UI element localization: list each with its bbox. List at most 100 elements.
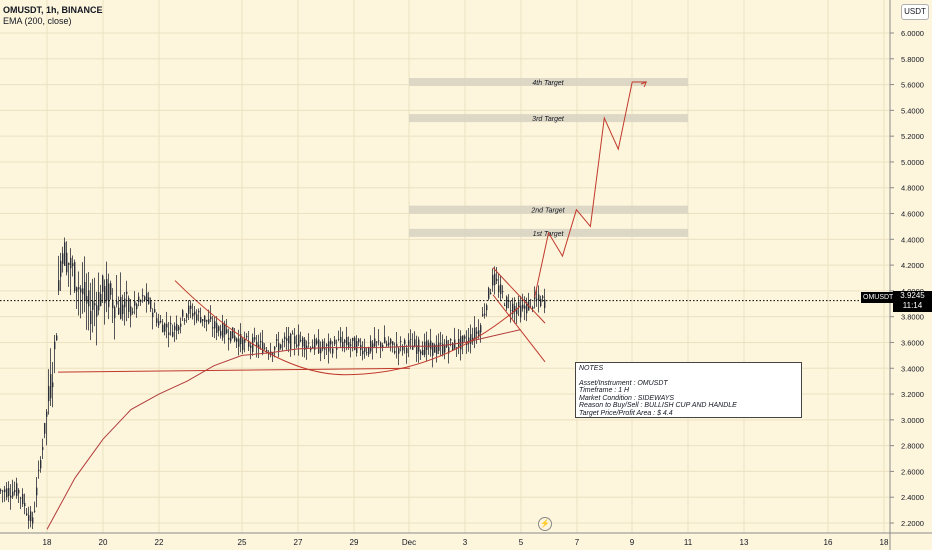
candle-body — [356, 341, 358, 353]
x-tick-label: 13 — [740, 538, 749, 547]
candle-body — [48, 386, 50, 402]
candle-body — [470, 334, 472, 344]
candle-body — [344, 340, 346, 343]
candle-body — [280, 344, 282, 349]
projection-path — [534, 81, 647, 298]
candle-body — [104, 286, 106, 304]
candle-body — [154, 309, 156, 313]
candle-body — [500, 284, 502, 295]
candle-body — [168, 332, 170, 335]
y-tick-label: 4.8000 — [901, 184, 924, 193]
x-tick-label: 29 — [350, 538, 359, 547]
candle-body — [16, 483, 18, 496]
candle-body — [22, 494, 24, 505]
candle-body — [326, 344, 328, 346]
candle-body — [220, 331, 222, 336]
indicator-legend: EMA (200, close) — [3, 16, 72, 26]
candle-body — [390, 339, 392, 344]
candle-body — [518, 301, 520, 308]
candle-body — [110, 283, 112, 295]
candle-body — [270, 351, 272, 356]
candle-body — [224, 323, 226, 335]
candle-body — [352, 338, 354, 342]
candle-body — [30, 511, 32, 522]
candle-body — [258, 344, 260, 349]
candle-body — [148, 297, 150, 304]
candle-body — [294, 336, 296, 345]
candle-body — [286, 338, 288, 341]
candle-body — [504, 304, 506, 306]
y-tick-label: 3.4000 — [901, 364, 924, 373]
candle-body — [522, 304, 524, 309]
lightning-icon[interactable]: ⚡ — [538, 517, 552, 531]
candle-body — [212, 327, 214, 329]
candle-body — [422, 349, 424, 356]
x-tick-label: 27 — [294, 538, 303, 547]
candle-body — [98, 292, 100, 311]
candle-body — [250, 345, 252, 348]
candle-body — [164, 323, 166, 332]
candle-body — [26, 513, 28, 515]
candle-body — [398, 348, 400, 354]
candle-body — [78, 287, 80, 290]
candle-body — [342, 341, 344, 348]
candle-body — [254, 337, 256, 340]
target-label: 3rd Target — [532, 116, 565, 123]
candle-body — [134, 300, 136, 306]
candle-body — [240, 334, 242, 345]
candle-body — [174, 326, 176, 331]
y-tick-label: 5.2000 — [901, 132, 924, 141]
candle-body — [166, 323, 168, 328]
candle-body — [372, 343, 374, 348]
notes-line: Market Condition : SIDEWAYS — [579, 394, 675, 402]
candle-body — [464, 336, 466, 339]
candle-body — [358, 339, 360, 343]
candle-body — [76, 287, 78, 292]
candle-body — [198, 310, 200, 313]
candle-body — [6, 488, 8, 498]
candle-body — [236, 338, 238, 342]
candle-body — [244, 338, 246, 343]
candle-body — [404, 340, 406, 345]
notes-box[interactable]: NOTES Asset/Instrument : OMUSDT Timefram… — [575, 362, 802, 418]
candle-body — [544, 299, 546, 308]
candle-body — [510, 310, 512, 312]
candle-body — [376, 341, 378, 343]
candle-body — [306, 345, 308, 349]
candle-body — [418, 339, 420, 352]
x-tick-label: 5 — [519, 538, 524, 547]
candle-body — [2, 490, 4, 492]
target-zone — [409, 205, 688, 214]
target-zone — [409, 114, 688, 123]
candle-body — [350, 344, 352, 346]
candle-body — [476, 331, 478, 334]
current-price-value: 3.9245 — [900, 291, 925, 300]
candle-body — [538, 294, 540, 301]
candle-body — [452, 343, 454, 351]
x-tick-label: 22 — [155, 538, 164, 547]
candle-body — [218, 326, 220, 331]
candle-body — [296, 344, 298, 347]
candle-body — [248, 340, 250, 347]
candle-body — [184, 319, 186, 321]
candle-body — [194, 311, 196, 315]
candle-body — [438, 342, 440, 351]
currency-unit-badge[interactable]: USDT — [901, 4, 929, 20]
candle-body — [370, 340, 372, 352]
handle-lower-line — [492, 294, 546, 363]
candle-body — [542, 296, 544, 299]
candle-body — [272, 353, 274, 355]
candle-body — [92, 300, 94, 310]
candle-body — [412, 345, 414, 350]
candle-body — [290, 333, 292, 350]
candle-body — [72, 263, 74, 267]
candle-body — [374, 338, 376, 347]
candle-body — [316, 340, 318, 344]
candle-body — [44, 423, 46, 434]
x-tick-label: 9 — [630, 538, 635, 547]
candle-body — [434, 344, 436, 353]
candle-body — [532, 307, 534, 309]
candle-body — [156, 318, 158, 323]
